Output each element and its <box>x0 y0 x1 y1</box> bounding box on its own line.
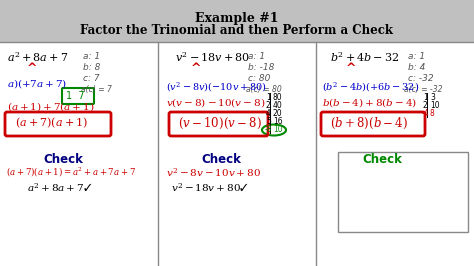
Text: 8: 8 <box>430 109 435 118</box>
Text: 80: 80 <box>273 93 283 102</box>
Text: Check: Check <box>362 153 402 166</box>
Text: $(a+7)(a+1)$: $(a+7)(a+1)$ <box>15 116 88 131</box>
Text: Example #1: Example #1 <box>195 12 279 25</box>
Text: $(v-10)(v-8)$: $(v-10)(v-8)$ <box>178 116 262 131</box>
Text: a(c) = 7: a(c) = 7 <box>81 85 112 94</box>
Text: $b(b-4)+8(b-4)$: $b(b-4)+8(b-4)$ <box>322 96 417 109</box>
Bar <box>0 0 474 42</box>
Text: a(c) = 80: a(c) = 80 <box>246 85 282 94</box>
Text: b: 4: b: 4 <box>408 63 425 72</box>
Text: c: 80: c: 80 <box>248 74 270 83</box>
Text: ^: ^ <box>27 62 37 75</box>
Text: c: 7: c: 7 <box>83 74 100 83</box>
Text: $(a+1)+7(a+1)$: $(a+1)+7(a+1)$ <box>7 100 94 113</box>
Text: $v^2-18v+80\checkmark$: $v^2-18v+80\checkmark$ <box>171 181 249 193</box>
Text: $b^2+4b-32$: $b^2+4b-32$ <box>330 50 400 64</box>
Text: a: 1: a: 1 <box>83 52 100 61</box>
Text: $v^2-18v+80$: $v^2-18v+80$ <box>175 50 250 64</box>
Text: 5: 5 <box>266 117 271 126</box>
Text: 40: 40 <box>273 101 283 110</box>
Bar <box>338 152 468 232</box>
Text: 2: 2 <box>423 101 428 110</box>
Text: -8: -8 <box>265 125 273 134</box>
Text: 4: 4 <box>266 109 271 118</box>
Text: a(c) = -32: a(c) = -32 <box>404 85 443 94</box>
Text: -4: -4 <box>422 109 429 118</box>
Text: 10: 10 <box>273 125 283 134</box>
Text: 2: 2 <box>266 101 271 110</box>
Text: Factor the Trinomial and then Perform a Check: Factor the Trinomial and then Perform a … <box>81 24 393 37</box>
Text: 16: 16 <box>273 117 283 126</box>
Text: a: 1: a: 1 <box>248 52 265 61</box>
Text: Check: Check <box>43 153 83 166</box>
Text: $(b^2-4b)(+6b-32)$: $(b^2-4b)(+6b-32)$ <box>322 80 419 94</box>
Text: Check: Check <box>201 153 241 166</box>
Text: b: 8: b: 8 <box>83 63 100 72</box>
Text: 10: 10 <box>430 101 439 110</box>
Text: $(b+8)(b-4)$: $(b+8)(b-4)$ <box>330 116 408 131</box>
Text: ^: ^ <box>346 62 356 75</box>
Text: ^: ^ <box>191 62 201 75</box>
Text: 1  7: 1 7 <box>66 91 85 101</box>
Text: $a^2+8a+7$: $a^2+8a+7$ <box>7 50 68 64</box>
Text: a: 1: a: 1 <box>408 52 425 61</box>
Text: b: -18: b: -18 <box>248 63 274 72</box>
Text: $v(v-8)-10(v-8)$: $v(v-8)-10(v-8)$ <box>166 96 265 109</box>
Text: 20: 20 <box>273 109 283 118</box>
Text: 1: 1 <box>266 93 271 102</box>
Text: $(v^2-8v)(-10v+80)$: $(v^2-8v)(-10v+80)$ <box>166 80 267 94</box>
Text: $a)(+7a+7)$: $a)(+7a+7)$ <box>7 77 67 90</box>
Text: c: -32: c: -32 <box>408 74 434 83</box>
Text: $v^2-8v-10v+80$: $v^2-8v-10v+80$ <box>166 166 261 178</box>
Text: 3: 3 <box>430 93 435 102</box>
Text: $a^2+8a+7\checkmark$: $a^2+8a+7\checkmark$ <box>27 181 92 193</box>
Text: $(a+7)(a+1)=a^2+a+7a+7$: $(a+7)(a+1)=a^2+a+7a+7$ <box>6 166 136 179</box>
Text: 1: 1 <box>423 93 428 102</box>
